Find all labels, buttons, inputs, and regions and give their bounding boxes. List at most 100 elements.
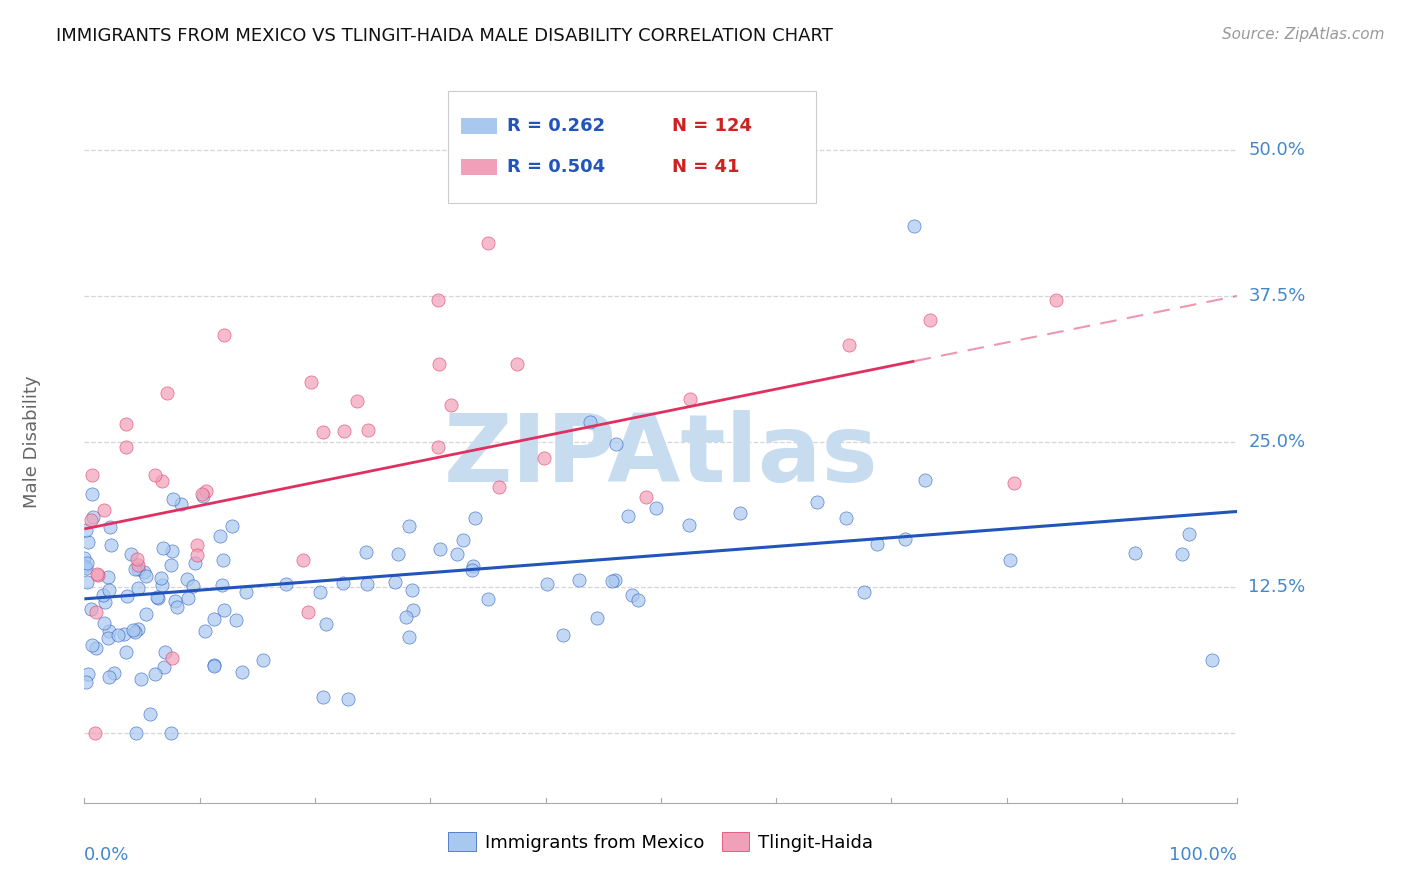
Point xyxy=(135,569,157,583)
Point xyxy=(134,566,156,580)
Point xyxy=(464,511,486,525)
Point xyxy=(627,593,650,607)
Point xyxy=(401,583,423,598)
Point xyxy=(398,518,420,533)
Point xyxy=(76,556,98,570)
Point xyxy=(84,726,107,740)
Point xyxy=(115,644,138,658)
FancyBboxPatch shape xyxy=(461,118,496,134)
Point xyxy=(79,602,101,616)
Point xyxy=(893,533,915,547)
Point xyxy=(195,483,218,498)
Point xyxy=(1201,653,1223,667)
Point xyxy=(914,473,936,487)
Point xyxy=(129,672,152,686)
Text: Male Disability: Male Disability xyxy=(24,376,42,508)
Point xyxy=(73,559,96,574)
Point xyxy=(160,558,183,572)
Point xyxy=(160,544,183,558)
Point xyxy=(75,561,97,575)
Point xyxy=(143,666,166,681)
FancyBboxPatch shape xyxy=(461,159,496,175)
Point xyxy=(463,558,485,573)
Point xyxy=(191,487,214,501)
Point xyxy=(115,417,138,432)
Point xyxy=(209,529,232,543)
Point xyxy=(446,547,468,561)
Point xyxy=(853,584,876,599)
Point xyxy=(156,385,179,400)
Point xyxy=(211,577,233,591)
Point xyxy=(122,623,145,637)
Text: ZIPAtlas: ZIPAtlas xyxy=(443,410,879,502)
Point xyxy=(1123,546,1146,560)
Point xyxy=(125,726,148,740)
Point xyxy=(337,692,360,706)
Point xyxy=(86,567,108,582)
Point xyxy=(357,423,380,437)
Point xyxy=(94,595,117,609)
Point xyxy=(98,520,121,534)
Point xyxy=(235,585,257,599)
Point xyxy=(605,437,627,451)
Point xyxy=(212,553,235,567)
Point xyxy=(127,558,149,572)
Point xyxy=(427,440,450,454)
Point xyxy=(621,588,644,602)
Point xyxy=(162,491,184,506)
Point xyxy=(451,533,474,548)
Point xyxy=(160,651,183,665)
Point xyxy=(82,638,104,652)
Point xyxy=(679,392,702,407)
Point xyxy=(166,599,188,614)
Point xyxy=(332,576,354,591)
Point xyxy=(274,577,297,591)
Point xyxy=(75,523,97,537)
Point xyxy=(728,507,751,521)
Text: 100.0%: 100.0% xyxy=(1170,847,1237,864)
Point xyxy=(73,551,96,566)
Point xyxy=(315,617,337,632)
Point xyxy=(346,394,368,409)
Point xyxy=(536,576,558,591)
Point xyxy=(82,510,104,524)
Text: 0.0%: 0.0% xyxy=(84,847,129,864)
Point xyxy=(93,503,115,517)
Point xyxy=(506,357,529,371)
Point xyxy=(402,603,425,617)
Point xyxy=(202,657,225,672)
Point xyxy=(98,670,121,684)
Text: 25.0%: 25.0% xyxy=(1249,433,1306,450)
Point xyxy=(97,632,120,646)
Point xyxy=(194,624,217,638)
Point xyxy=(177,591,200,606)
Point xyxy=(311,425,333,439)
Point xyxy=(135,607,157,621)
Point xyxy=(80,467,103,482)
FancyBboxPatch shape xyxy=(447,91,817,203)
Point xyxy=(148,591,170,605)
Point xyxy=(120,547,142,561)
Point xyxy=(806,495,828,509)
Point xyxy=(920,312,942,326)
Point xyxy=(477,236,499,251)
Point xyxy=(252,653,274,667)
Point xyxy=(150,577,173,591)
Legend: Immigrants from Mexico, Tlingit-Haida: Immigrants from Mexico, Tlingit-Haida xyxy=(441,825,880,859)
Point xyxy=(605,573,627,587)
Point xyxy=(998,553,1021,567)
Point xyxy=(600,574,623,589)
Point xyxy=(354,545,377,559)
Point xyxy=(578,415,600,429)
Point xyxy=(86,640,108,655)
Point xyxy=(186,548,208,562)
Point xyxy=(186,538,208,552)
Point xyxy=(150,571,173,585)
Point xyxy=(107,628,129,642)
Point xyxy=(429,542,451,557)
Point xyxy=(98,582,121,597)
Point xyxy=(678,518,700,533)
Point xyxy=(707,184,730,198)
Point xyxy=(568,573,591,587)
Point xyxy=(398,630,420,644)
